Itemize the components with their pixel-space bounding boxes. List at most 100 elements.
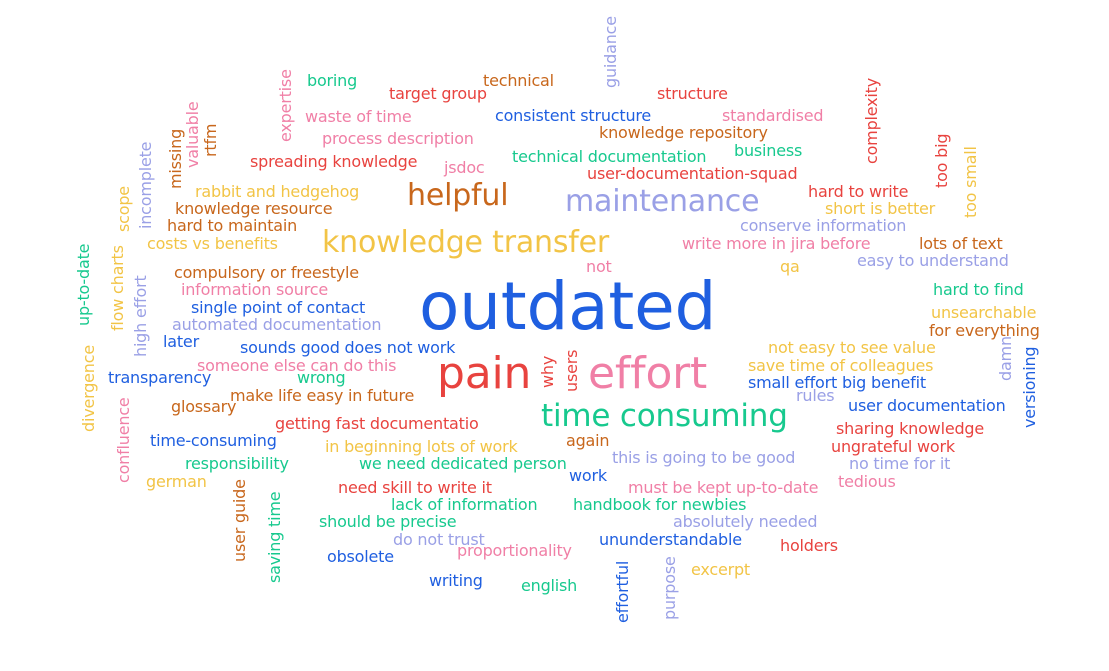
word: waste of time — [305, 107, 412, 126]
word: lots of text — [919, 234, 1003, 253]
word: divergence — [79, 345, 98, 432]
word: wrong — [297, 368, 346, 387]
word: missing — [166, 128, 185, 189]
word: information source — [181, 280, 328, 299]
word: transparency — [108, 368, 212, 387]
word: need skill to write it — [338, 478, 492, 497]
word: saving time — [265, 491, 284, 583]
word: knowledge repository — [599, 123, 768, 142]
word: business — [734, 141, 803, 160]
word: responsibility — [185, 454, 289, 473]
word: do not trust — [393, 530, 485, 549]
word: tedious — [838, 472, 896, 491]
word: hard to write — [808, 182, 909, 201]
word: proportionality — [457, 541, 572, 560]
word: knowledge transfer — [322, 225, 610, 260]
word: excerpt — [691, 560, 750, 579]
word: jsdoc — [444, 158, 485, 177]
word: work — [569, 466, 607, 485]
word: german — [146, 472, 207, 491]
word: short is better — [825, 199, 936, 218]
word: we need dedicated person — [359, 454, 567, 473]
word: time-consuming — [150, 431, 277, 450]
word: why — [538, 355, 557, 388]
word: too small — [961, 146, 980, 218]
word: flow charts — [108, 245, 127, 331]
word: damn — [996, 336, 1015, 381]
word: no time for it — [849, 454, 951, 473]
word: user guide — [230, 479, 249, 562]
word: make life easy in future — [230, 386, 415, 405]
word: holders — [780, 536, 838, 555]
word: later — [163, 332, 199, 351]
word: target group — [389, 84, 487, 103]
word: boring — [307, 71, 358, 90]
word: qa — [780, 257, 800, 276]
word: users — [562, 349, 581, 392]
word: unsearchable — [931, 303, 1037, 322]
word: knowledge resource — [175, 199, 333, 218]
word: user documentation — [848, 396, 1006, 415]
word: not — [586, 257, 612, 276]
word: should be precise — [319, 512, 457, 531]
word: time consuming — [541, 398, 788, 434]
word: someone else can do this — [197, 356, 397, 375]
word: maintenance — [565, 184, 760, 219]
word: pain — [437, 348, 532, 399]
word: compulsory or freestyle — [174, 263, 359, 282]
word: sounds good does not work — [240, 338, 456, 357]
word: technical documentation — [512, 147, 707, 166]
word: standardised — [722, 106, 824, 125]
word: high effort — [131, 275, 150, 357]
word: valuable — [183, 101, 202, 168]
word: complexity — [862, 78, 881, 164]
word: scope — [114, 186, 133, 232]
word: user-documentation-squad — [587, 164, 798, 183]
word: glossary — [171, 397, 237, 416]
word: single point of contact — [191, 298, 366, 317]
word: expertise — [276, 69, 295, 142]
word: too big — [932, 133, 951, 188]
word: handbook for newbies — [573, 495, 747, 514]
word: english — [521, 576, 578, 595]
word: incomplete — [136, 141, 155, 229]
word: sharing knowledge — [836, 419, 985, 438]
word: hard to find — [933, 280, 1024, 299]
word: write more in jira before — [682, 234, 871, 253]
word: structure — [657, 84, 728, 103]
word: automated documentation — [172, 315, 382, 334]
word: consistent structure — [495, 106, 652, 125]
word: must be kept up-to-date — [628, 478, 819, 497]
word: rtfm — [201, 123, 220, 157]
word: not easy to see value — [768, 338, 936, 357]
word: guidance — [601, 16, 620, 88]
word: conserve information — [740, 216, 907, 235]
word: confluence — [114, 397, 133, 483]
word: this is going to be good — [612, 448, 796, 467]
word: effortful — [613, 560, 632, 623]
word: absolutely needed — [673, 512, 818, 531]
word: effort — [588, 348, 708, 399]
word: again — [566, 431, 610, 450]
word: technical — [483, 71, 554, 90]
word: writing — [429, 571, 483, 590]
word: ununderstandable — [599, 530, 742, 549]
word: costs vs benefits — [147, 234, 278, 253]
word: versioning — [1020, 346, 1039, 428]
word: lack of information — [391, 495, 538, 514]
word: in beginning lots of work — [325, 437, 518, 456]
word: hard to maintain — [167, 216, 298, 235]
word: easy to understand — [857, 251, 1009, 270]
word: rabbit and hedgehog — [195, 182, 360, 201]
word: getting fast documentatio — [275, 414, 479, 433]
word: process description — [322, 129, 474, 148]
word: up-to-date — [74, 243, 93, 326]
word: ungrateful work — [831, 437, 955, 456]
word: helpful — [407, 178, 509, 213]
word: spreading knowledge — [250, 152, 418, 171]
word: save time of colleagues — [748, 356, 934, 375]
word: for everything — [929, 321, 1040, 340]
word: small effort big benefit — [748, 373, 926, 392]
word: purpose — [660, 556, 679, 620]
word: outdated — [419, 268, 717, 345]
